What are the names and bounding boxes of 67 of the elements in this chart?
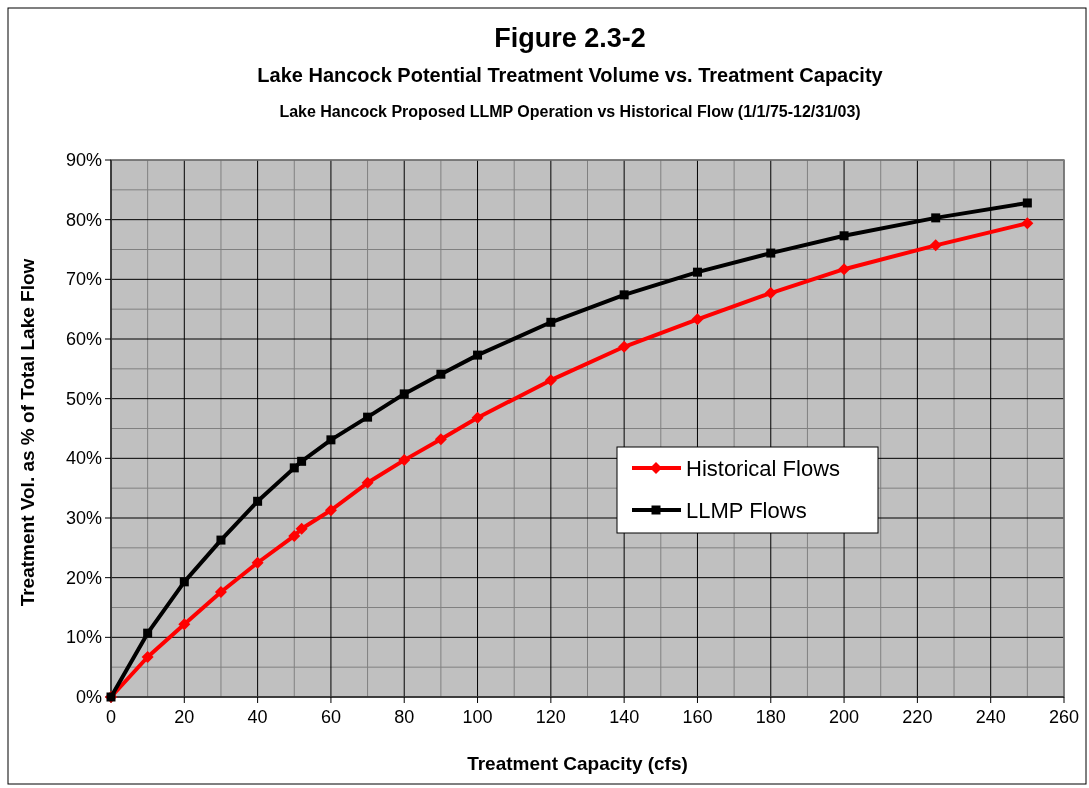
point bbox=[839, 231, 849, 241]
point bbox=[838, 263, 851, 276]
y-tick-label: 40% bbox=[65, 448, 102, 469]
point bbox=[931, 213, 941, 223]
point bbox=[764, 287, 777, 300]
legend-label: Historical Flows bbox=[686, 456, 841, 481]
x-tick-label: 180 bbox=[755, 707, 786, 727]
point bbox=[766, 248, 776, 258]
point bbox=[618, 340, 631, 353]
x-axis-title: Treatment Capacity (cfs) bbox=[467, 753, 688, 774]
point bbox=[297, 456, 307, 466]
point bbox=[434, 433, 447, 446]
y-tick-label: 60% bbox=[65, 329, 102, 349]
point bbox=[363, 412, 373, 422]
point bbox=[295, 522, 308, 535]
x-tick-label: 120 bbox=[535, 707, 566, 727]
point bbox=[471, 411, 484, 424]
y-tick-label: 70% bbox=[65, 269, 102, 290]
chart-subtitle: Lake Hancock Potential Treatment Volume vs. Treatment Capacity bbox=[257, 64, 884, 86]
x-tick-label: 140 bbox=[609, 707, 640, 727]
point bbox=[929, 239, 942, 252]
y-tick-label: 80% bbox=[65, 209, 102, 230]
x-tick-label: 80 bbox=[394, 707, 415, 727]
x-tick-label: 160 bbox=[682, 707, 713, 727]
point bbox=[398, 454, 411, 467]
point bbox=[179, 577, 189, 587]
point bbox=[361, 476, 374, 489]
x-tick-label: 260 bbox=[1048, 707, 1080, 727]
point bbox=[544, 374, 557, 387]
point bbox=[251, 556, 264, 569]
point bbox=[141, 651, 154, 664]
x-tick-label: 0 bbox=[105, 707, 117, 727]
x-tick-label: 240 bbox=[975, 707, 1006, 727]
x-tick-label: 200 bbox=[829, 707, 860, 727]
point bbox=[436, 369, 446, 379]
chart-title: Figure 2.3-2 bbox=[494, 23, 646, 53]
point bbox=[1021, 217, 1034, 230]
y-tick-label: 10% bbox=[65, 627, 102, 648]
point bbox=[691, 313, 704, 326]
text: Lake Hancock Proposed LLMP Operation vs Historical Flow (1/1/75-12/31/03) bbox=[279, 103, 861, 120]
y-tick-label: 90% bbox=[65, 150, 102, 170]
x-tick-label: 40 bbox=[247, 707, 268, 727]
point bbox=[253, 496, 263, 506]
x-tick-label: 60 bbox=[320, 707, 341, 727]
point bbox=[143, 628, 153, 638]
point bbox=[692, 267, 702, 277]
y-tick-label: 0% bbox=[75, 687, 102, 707]
point bbox=[178, 618, 191, 631]
x-tick-label: 100 bbox=[462, 707, 493, 727]
point bbox=[216, 535, 226, 545]
point bbox=[1022, 198, 1032, 208]
point bbox=[288, 529, 301, 542]
x-tick-label: 20 bbox=[174, 707, 195, 727]
y-axis-title: Treatment Vol. as % of Total Lake Flow bbox=[17, 258, 38, 607]
point bbox=[289, 463, 299, 473]
y-tick-label: 30% bbox=[65, 508, 102, 528]
point bbox=[399, 389, 409, 399]
legend-label: LLMP Flows bbox=[686, 498, 807, 523]
y-tick-label: 50% bbox=[65, 388, 102, 409]
point bbox=[326, 435, 336, 445]
point bbox=[324, 504, 337, 517]
y-tick-label: 20% bbox=[65, 567, 102, 588]
x-tick-label: 220 bbox=[902, 707, 933, 727]
point bbox=[473, 350, 483, 360]
point bbox=[546, 317, 556, 327]
point bbox=[619, 290, 629, 300]
point bbox=[214, 585, 227, 598]
